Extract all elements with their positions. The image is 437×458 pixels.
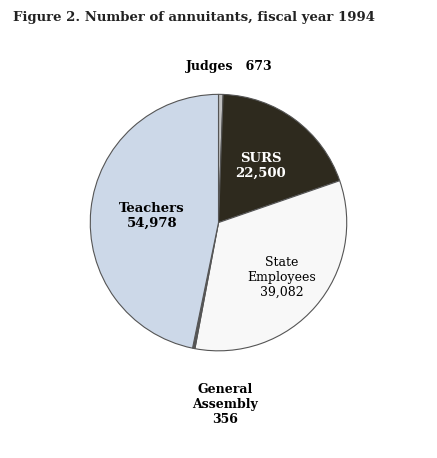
Text: SURS
22,500: SURS 22,500 (235, 152, 286, 180)
Wedge shape (195, 181, 347, 351)
Text: Judges   673: Judges 673 (185, 60, 272, 73)
Text: State
Employees
39,082: State Employees 39,082 (247, 256, 316, 299)
Text: Teachers
54,978: Teachers 54,978 (119, 202, 185, 230)
Wedge shape (193, 223, 218, 349)
Wedge shape (218, 94, 340, 223)
Wedge shape (218, 94, 223, 223)
Text: Figure 2. Number of annuitants, fiscal year 1994: Figure 2. Number of annuitants, fiscal y… (13, 11, 375, 24)
Wedge shape (90, 94, 218, 348)
Text: General
Assembly
356: General Assembly 356 (192, 383, 258, 426)
